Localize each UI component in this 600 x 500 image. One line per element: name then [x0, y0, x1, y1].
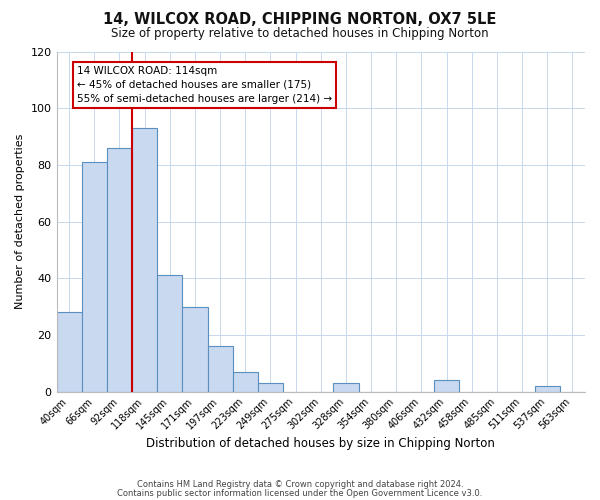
Bar: [157, 276, 182, 392]
Bar: [434, 380, 459, 392]
Bar: [132, 128, 157, 392]
Text: Size of property relative to detached houses in Chipping Norton: Size of property relative to detached ho…: [111, 28, 489, 40]
Bar: [107, 148, 132, 392]
Text: 14 WILCOX ROAD: 114sqm
← 45% of detached houses are smaller (175)
55% of semi-de: 14 WILCOX ROAD: 114sqm ← 45% of detached…: [77, 66, 332, 104]
Bar: [82, 162, 107, 392]
Bar: [535, 386, 560, 392]
Bar: [233, 372, 258, 392]
Bar: [258, 383, 283, 392]
Y-axis label: Number of detached properties: Number of detached properties: [15, 134, 25, 309]
Bar: [208, 346, 233, 392]
Bar: [182, 306, 208, 392]
Bar: [334, 383, 359, 392]
X-axis label: Distribution of detached houses by size in Chipping Norton: Distribution of detached houses by size …: [146, 437, 495, 450]
Text: Contains HM Land Registry data © Crown copyright and database right 2024.: Contains HM Land Registry data © Crown c…: [137, 480, 463, 489]
Text: Contains public sector information licensed under the Open Government Licence v3: Contains public sector information licen…: [118, 490, 482, 498]
Bar: [56, 312, 82, 392]
Text: 14, WILCOX ROAD, CHIPPING NORTON, OX7 5LE: 14, WILCOX ROAD, CHIPPING NORTON, OX7 5L…: [103, 12, 497, 28]
